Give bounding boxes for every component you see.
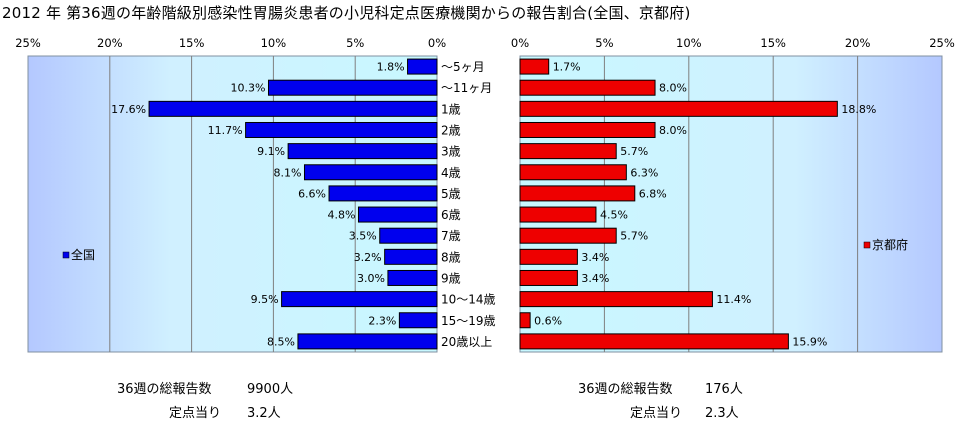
right-plot-area bbox=[519, 55, 943, 353]
bar-kyoto bbox=[519, 58, 550, 75]
footer-left-per-label: 定点当り bbox=[169, 406, 222, 421]
data-label-kyoto: 18.8% bbox=[841, 103, 876, 116]
category-label: 6歳 bbox=[441, 208, 461, 222]
x-tick-label-right: 20% bbox=[845, 36, 871, 50]
data-label-kyoto: 8.0% bbox=[659, 124, 687, 137]
bar-kyoto bbox=[519, 164, 627, 181]
bar-national bbox=[245, 121, 438, 138]
bar-national bbox=[407, 58, 438, 75]
category-label: 3歳 bbox=[441, 145, 461, 159]
category-label: 9歳 bbox=[441, 271, 461, 285]
data-label-national: 9.5% bbox=[251, 293, 279, 306]
footer-right-per-label: 定点当り bbox=[630, 406, 683, 421]
category-label: 8歳 bbox=[441, 250, 461, 264]
category-label: 1歳 bbox=[441, 102, 461, 116]
footer-right-per-value: 2.3人 bbox=[705, 406, 739, 421]
bar-kyoto bbox=[519, 121, 656, 138]
legend-marker-kyoto bbox=[863, 241, 871, 249]
data-label-national: 3.0% bbox=[357, 272, 385, 285]
category-label: 10～14歳 bbox=[441, 293, 496, 307]
data-label-kyoto: 8.0% bbox=[659, 82, 687, 95]
data-label-national: 10.3% bbox=[231, 82, 266, 95]
x-tick-label-right: 25% bbox=[929, 36, 955, 50]
left-plot-area bbox=[27, 55, 438, 353]
bar-national bbox=[328, 185, 438, 202]
x-tick-label-left: 15% bbox=[179, 36, 205, 50]
data-label-kyoto: 4.5% bbox=[600, 209, 628, 222]
data-label-national: 3.2% bbox=[354, 251, 382, 264]
bar-kyoto bbox=[519, 185, 636, 202]
footer-left-total-value: 9900人 bbox=[247, 382, 294, 397]
bar-national bbox=[281, 291, 438, 308]
data-label-national: 4.8% bbox=[328, 209, 356, 222]
category-label: 2歳 bbox=[441, 123, 461, 137]
bar-kyoto bbox=[519, 227, 617, 244]
data-label-national: 1.8% bbox=[377, 61, 405, 74]
legend-marker-national bbox=[62, 251, 70, 259]
data-label-national: 9.1% bbox=[257, 145, 285, 158]
bar-national bbox=[287, 143, 438, 160]
data-label-kyoto: 15.9% bbox=[792, 335, 827, 348]
bar-kyoto bbox=[519, 291, 713, 308]
x-tick-label-left: 25% bbox=[15, 36, 41, 50]
category-label: 20歳以上 bbox=[441, 335, 492, 349]
bar-kyoto bbox=[519, 312, 531, 329]
bar-kyoto bbox=[519, 79, 656, 96]
data-label-kyoto: 3.4% bbox=[581, 272, 609, 285]
x-tick-label-right: 0% bbox=[511, 36, 529, 50]
bar-national bbox=[379, 227, 438, 244]
bar-kyoto bbox=[519, 248, 578, 265]
x-tick-label-left: 10% bbox=[261, 36, 287, 50]
data-label-national: 2.3% bbox=[368, 314, 396, 327]
bar-national bbox=[357, 206, 438, 223]
footer-right-total-label: 36週の総報告数 bbox=[578, 382, 673, 397]
bar-kyoto bbox=[519, 100, 838, 117]
footer-right-total-value: 176人 bbox=[705, 382, 743, 397]
data-label-national: 3.5% bbox=[349, 230, 377, 243]
category-label: ～5ヶ月 bbox=[441, 60, 485, 74]
bar-national bbox=[148, 100, 438, 117]
category-label: 7歳 bbox=[441, 229, 461, 243]
data-label-kyoto: 6.8% bbox=[639, 187, 667, 200]
data-label-kyoto: 6.3% bbox=[630, 166, 658, 179]
data-label-kyoto: 1.7% bbox=[553, 61, 581, 74]
data-label-kyoto: 11.4% bbox=[716, 293, 751, 306]
data-label-national: 6.6% bbox=[298, 187, 326, 200]
bar-national bbox=[267, 79, 438, 96]
data-label-national: 11.7% bbox=[208, 124, 243, 137]
data-label-national: 8.1% bbox=[274, 166, 302, 179]
category-label: 15～19歳 bbox=[441, 314, 496, 328]
x-tick-label-left: 20% bbox=[97, 36, 123, 50]
footer-left-total-label: 36週の総報告数 bbox=[117, 382, 212, 397]
category-label: 4歳 bbox=[441, 166, 461, 180]
chart-title: 2012 年 第36週の年齢階級別感染性胃腸炎患者の小児科定点医療機関からの報告… bbox=[2, 4, 691, 22]
bar-kyoto bbox=[519, 143, 617, 160]
category-label: ～11ヶ月 bbox=[441, 81, 492, 95]
x-tick-label-left: 5% bbox=[346, 36, 364, 50]
legend-label-kyoto: 京都府 bbox=[872, 237, 908, 252]
bar-national bbox=[398, 312, 438, 329]
x-tick-label-right: 10% bbox=[676, 36, 702, 50]
bar-national bbox=[387, 269, 438, 286]
x-tick-label-left: 0% bbox=[428, 36, 446, 50]
footer-left-per-value: 3.2人 bbox=[247, 406, 281, 421]
data-label-kyoto: 5.7% bbox=[620, 230, 648, 243]
bar-kyoto bbox=[519, 269, 578, 286]
bar-kyoto bbox=[519, 206, 597, 223]
data-label-national: 17.6% bbox=[111, 103, 146, 116]
bar-national bbox=[303, 164, 438, 181]
data-label-kyoto: 5.7% bbox=[620, 145, 648, 158]
bar-national bbox=[297, 333, 438, 350]
data-label-kyoto: 0.6% bbox=[534, 314, 562, 327]
bar-national bbox=[384, 248, 438, 265]
data-label-kyoto: 3.4% bbox=[581, 251, 609, 264]
category-label: 5歳 bbox=[441, 187, 461, 201]
x-tick-label-right: 15% bbox=[760, 36, 786, 50]
data-label-national: 8.5% bbox=[267, 335, 295, 348]
bar-kyoto bbox=[519, 333, 789, 350]
legend-label-national: 全国 bbox=[71, 247, 95, 262]
x-tick-label-right: 5% bbox=[595, 36, 613, 50]
